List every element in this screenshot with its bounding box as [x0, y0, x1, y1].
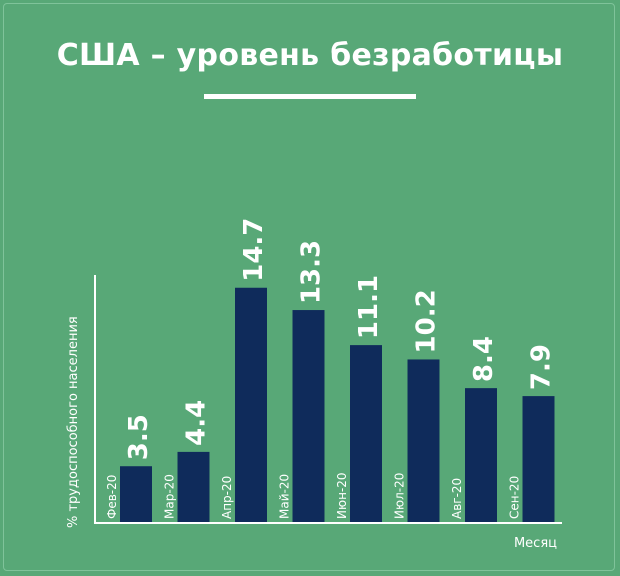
bar-Авг-20	[465, 388, 497, 522]
category-label: Авг-20	[450, 478, 464, 519]
bars-group: Фев-20 3.5 Мар-20 4.4 Апр-20 14.7 Май-20 13.3 Ию…	[105, 218, 557, 522]
bar-Мар-20	[177, 451, 210, 522]
value-label: 13.3	[297, 240, 327, 304]
value-label: 10.2	[412, 289, 442, 353]
x-axis-label: Месяц	[514, 536, 557, 551]
bar-Май-20	[292, 310, 325, 522]
bar-Сен-20	[522, 396, 555, 522]
bar-Июн-20	[350, 345, 382, 522]
bar-Июл-20	[407, 359, 440, 522]
value-label: 3.5	[124, 414, 154, 460]
title-underline	[204, 94, 416, 99]
image-border	[3, 3, 615, 571]
bar-Фев-20	[120, 466, 152, 522]
value-label: 11.1	[354, 275, 384, 339]
category-label: Май-20	[278, 474, 292, 519]
value-label: 14.7	[239, 218, 269, 282]
category-label: Июн-20	[335, 472, 349, 519]
category-label: Мар-20	[163, 474, 177, 519]
category-label: Сен-20	[508, 476, 522, 519]
category-label: Фев-20	[105, 475, 119, 519]
category-label: Июл-20	[393, 473, 407, 519]
category-label: Апр-20	[220, 476, 234, 519]
value-label: 4.4	[182, 400, 212, 446]
value-label: 7.9	[527, 344, 557, 390]
bar-Апр-20	[235, 287, 267, 522]
y-axis-label: % трудоспособного населения	[66, 316, 81, 528]
value-label: 8.4	[469, 336, 499, 382]
chart-title: США – уровень безработицы	[56, 38, 564, 73]
